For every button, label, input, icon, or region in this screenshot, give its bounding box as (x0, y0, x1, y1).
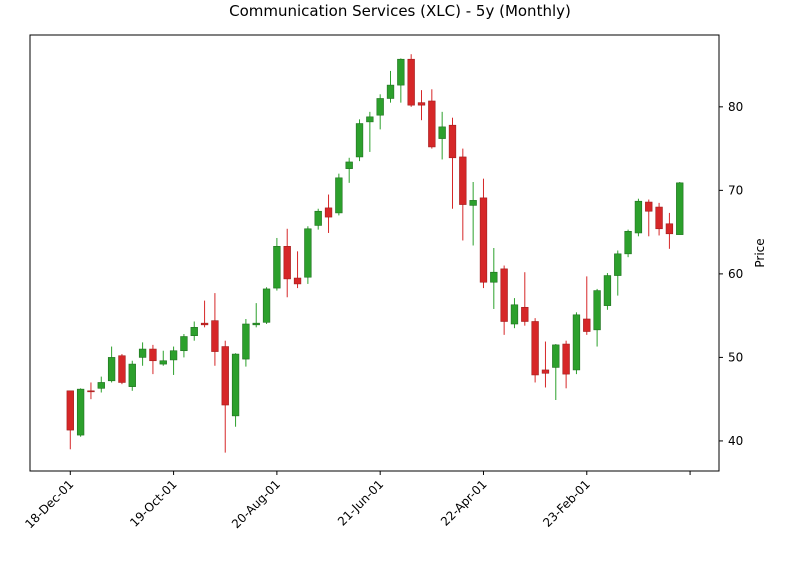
candle-body (149, 348, 157, 362)
candle-body (211, 320, 219, 352)
candle-body (180, 336, 188, 352)
candle-body (448, 124, 457, 159)
y-tick-label: 40 (728, 434, 743, 448)
candle-body (490, 271, 498, 283)
y-tick-label: 50 (728, 350, 743, 364)
candle-body (314, 210, 322, 226)
candle-body (355, 123, 364, 158)
candle-body (97, 382, 105, 389)
candle-body (645, 201, 653, 212)
candle-body (634, 200, 643, 234)
candle-body (665, 223, 674, 235)
candle-body (366, 116, 374, 123)
candle-body (200, 322, 209, 326)
candle-body (76, 388, 85, 436)
candle-body (293, 277, 302, 285)
candle-body (242, 323, 250, 360)
candle-body (304, 228, 312, 278)
candle-body (231, 353, 240, 417)
x-tick-label: 19-Oct-01 (127, 477, 180, 530)
candle-body (66, 390, 74, 431)
candle-body (624, 230, 632, 255)
x-tick-label: 18-Dec-01 (22, 477, 76, 531)
candle-body (262, 288, 271, 323)
candle-body (407, 58, 415, 106)
candle-body (500, 268, 508, 322)
candle-body (552, 344, 560, 368)
candle-body (159, 360, 167, 365)
candle-body (386, 84, 395, 99)
candle-body (417, 102, 426, 106)
candle-body (397, 58, 405, 86)
candle-body (521, 306, 529, 322)
candle-body (107, 357, 116, 382)
candle-body (273, 246, 281, 289)
x-tick-label: 20-Aug-01 (229, 477, 283, 531)
candle-body (87, 390, 95, 393)
candle-body (335, 177, 343, 214)
candle-body (252, 322, 260, 326)
candle-body (572, 314, 581, 371)
y-axis-label: Price (753, 238, 767, 267)
x-tick-label: 23-Feb-01 (540, 477, 593, 530)
candle-body (169, 350, 178, 361)
candle-body (138, 348, 147, 358)
y-tick-label: 60 (728, 267, 743, 281)
candle-body (459, 156, 467, 205)
candle-body (376, 98, 384, 116)
candle-body (469, 200, 477, 206)
candle-body (479, 197, 488, 283)
candle-body (562, 343, 570, 375)
candle-body (438, 126, 446, 139)
x-tick-label: 21-Jun-01 (335, 477, 386, 528)
y-tick-label: 70 (728, 183, 743, 197)
candle-body (345, 161, 353, 169)
candle-body (324, 207, 333, 218)
candle-body (531, 321, 539, 376)
candle-body (655, 206, 663, 230)
y-tick-label: 80 (728, 100, 743, 114)
candle-body (614, 253, 622, 276)
chart-title: Communication Services (XLC) - 5y (Month… (229, 2, 571, 20)
candle-body (221, 346, 229, 406)
candle-body (541, 369, 550, 374)
x-tick-label: 22-Apr-01 (438, 477, 490, 529)
candle-body (676, 182, 684, 235)
candle-body (428, 100, 436, 148)
candle-body (593, 290, 601, 331)
candle-body (283, 246, 291, 280)
candle-body (510, 304, 519, 325)
candle-body (118, 355, 126, 383)
candle-body (190, 327, 198, 336)
plot-frame (29, 34, 720, 472)
candle-body (583, 318, 591, 332)
candle-body (128, 363, 136, 387)
candle-body (603, 275, 612, 306)
